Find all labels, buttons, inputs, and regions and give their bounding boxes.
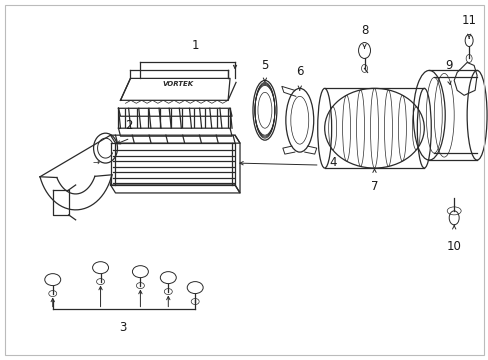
Text: 4: 4 <box>329 156 337 168</box>
Text: 1: 1 <box>191 40 199 53</box>
Text: VORTEK: VORTEK <box>163 81 193 87</box>
Text: 9: 9 <box>445 59 452 72</box>
Text: 8: 8 <box>360 23 367 37</box>
Text: 7: 7 <box>370 180 378 193</box>
Text: 2: 2 <box>124 119 132 132</box>
Text: →: → <box>92 158 99 167</box>
Text: 3: 3 <box>119 321 126 334</box>
Text: 10: 10 <box>446 240 461 253</box>
Text: 6: 6 <box>295 66 303 78</box>
Text: 5: 5 <box>261 59 268 72</box>
Text: 11: 11 <box>461 14 476 27</box>
